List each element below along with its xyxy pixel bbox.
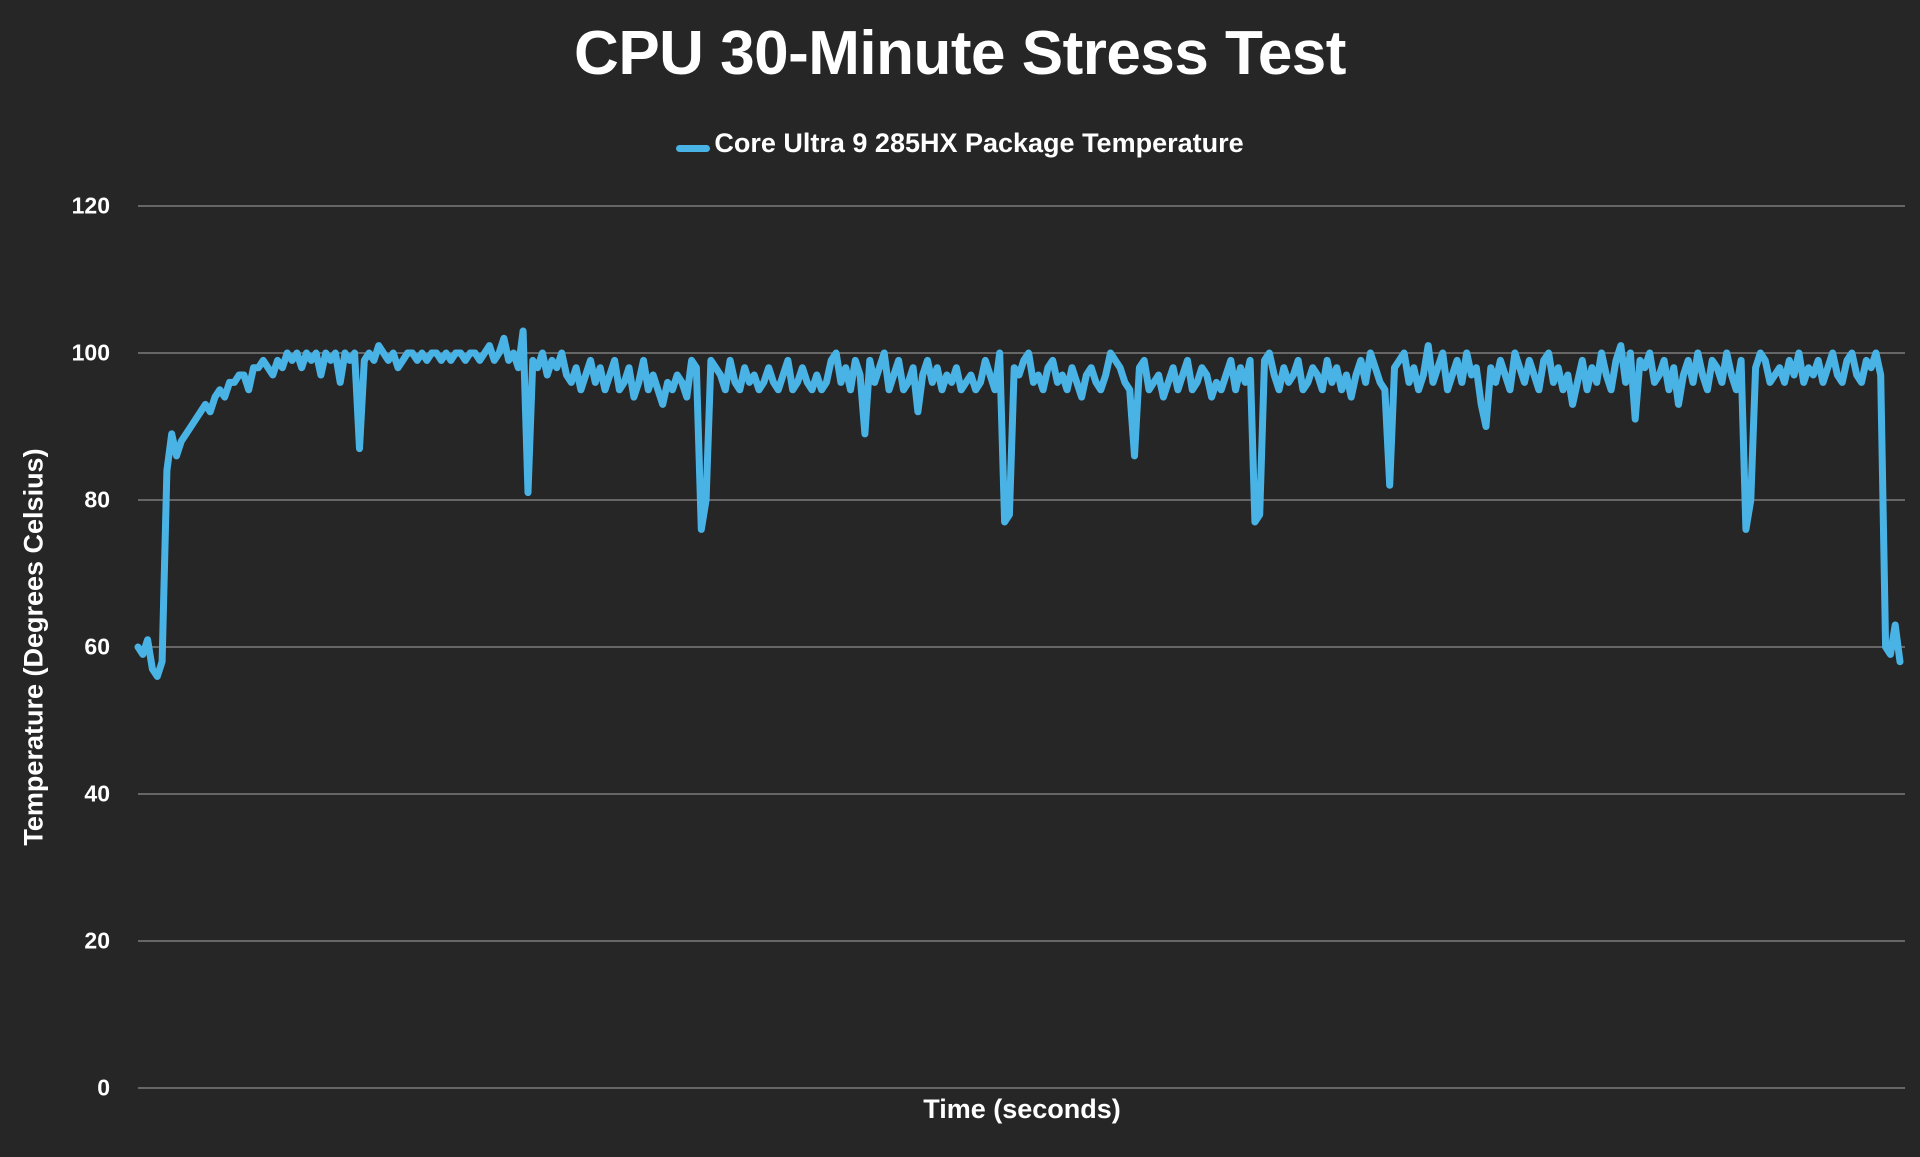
y-tick: 120 xyxy=(71,192,110,219)
y-tick: 60 xyxy=(84,633,110,660)
y-tick: 80 xyxy=(84,486,110,513)
gridlines xyxy=(138,205,1905,1089)
temperature-line xyxy=(134,327,1904,680)
y-tick: 20 xyxy=(84,927,110,954)
legend-label: Core Ultra 9 285HX Package Temperature xyxy=(714,128,1244,158)
legend-swatch-icon xyxy=(676,145,711,152)
legend: Core Ultra 9 285HX Package Temperature xyxy=(0,128,1920,159)
y-tick: 40 xyxy=(84,780,110,807)
y-tick: 0 xyxy=(97,1074,110,1101)
x-axis-label: Time (seconds) xyxy=(923,1094,1121,1124)
y-tick: 100 xyxy=(71,339,110,366)
chart-title: CPU 30-Minute Stress Test xyxy=(574,19,1346,88)
